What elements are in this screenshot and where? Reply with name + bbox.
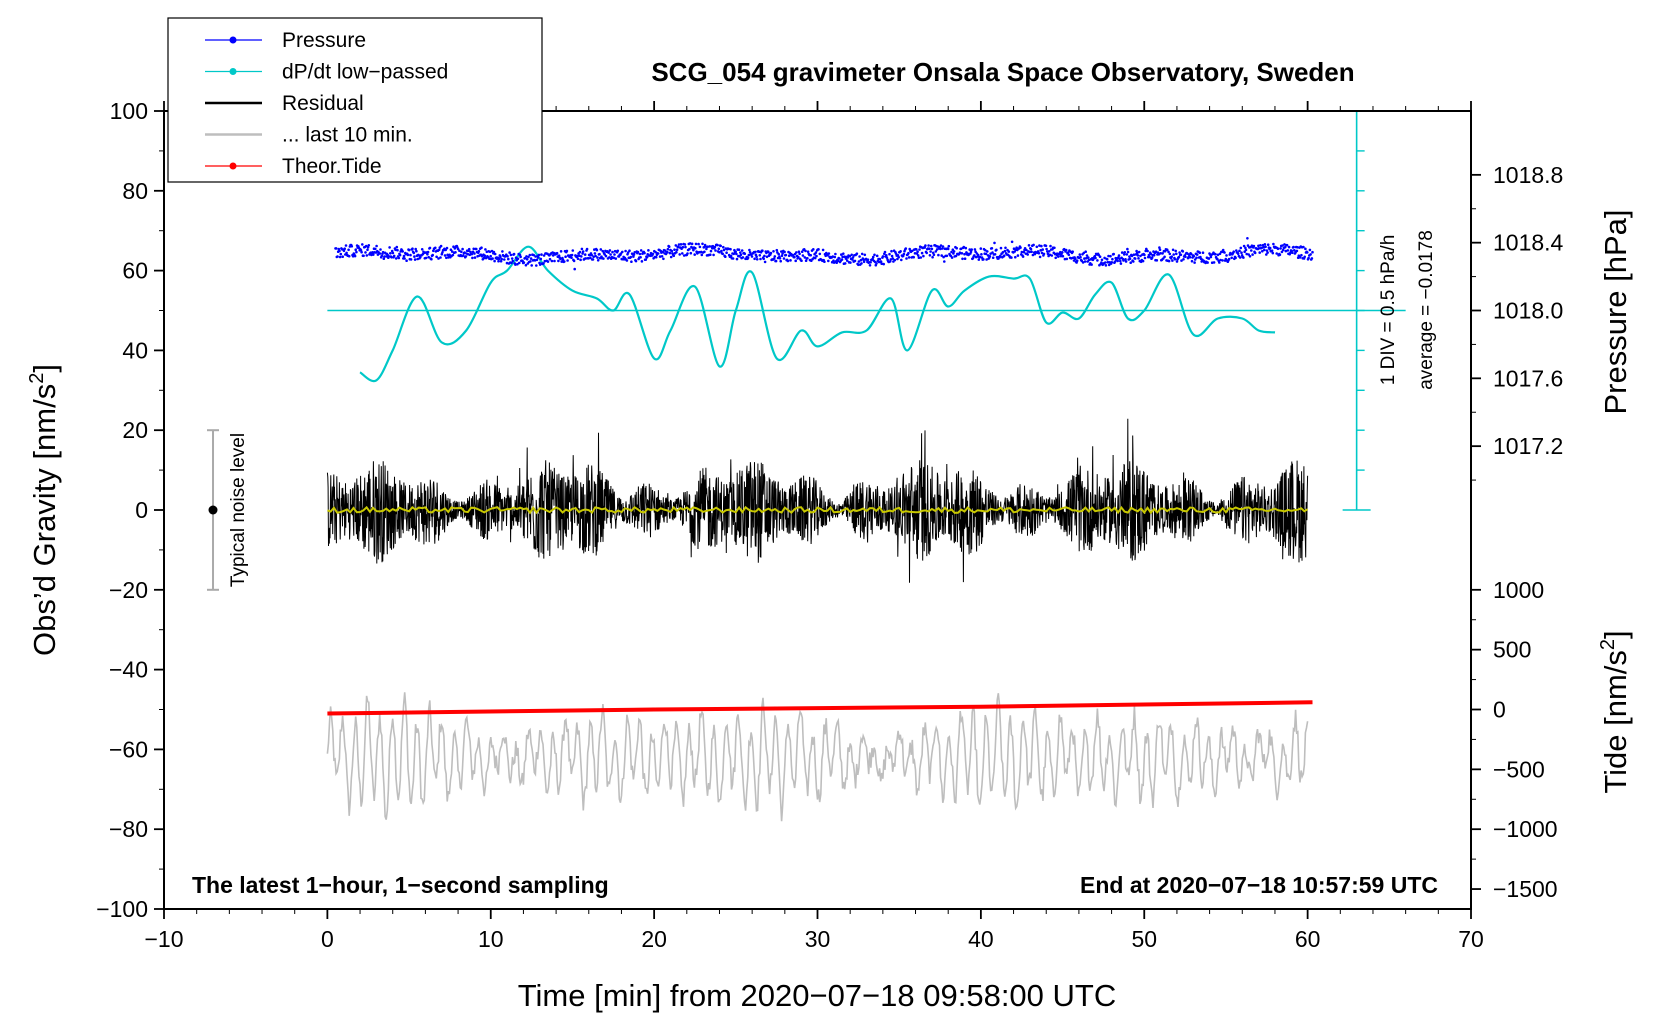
dpdt-series	[327, 245, 1406, 383]
y-tick-label: −40	[109, 657, 148, 683]
tide-tick-label: 0	[1493, 697, 1506, 723]
pressure-axis-ticks: 1017.2 1017.6 1018.0 1018.4 1018.8	[1471, 162, 1564, 481]
legend-item: ... last 10 min.	[205, 124, 413, 147]
tide-tick-label: 500	[1493, 637, 1531, 663]
y-tick-label: 100	[110, 98, 148, 124]
theoretical-tide-series	[327, 700, 1313, 716]
x-tick-label: 70	[1458, 926, 1484, 952]
x-tick-label: 20	[641, 926, 667, 952]
tide-tick-label: −1000	[1493, 816, 1558, 842]
x-tick-label: 60	[1295, 926, 1321, 952]
y-tick-label: 60	[122, 258, 148, 284]
y-axis-ticks: −100 −80 −60 −40 −20 0 20 40 60 80 100	[96, 98, 164, 922]
residual-smoothed-series	[327, 505, 1309, 515]
legend-box	[167, 17, 543, 183]
x-tick-label: 40	[968, 926, 994, 952]
pressure-series	[334, 237, 1314, 271]
tide-tick-label: −1500	[1493, 876, 1558, 902]
legend-marker	[229, 68, 237, 75]
tide-tick-label: −500	[1493, 756, 1545, 782]
pressure-tick-label: 1018.0	[1493, 298, 1563, 324]
x-tick-label: 0	[321, 926, 334, 952]
last-10-min-line	[326, 692, 1309, 822]
legend-label: Pressure	[282, 29, 366, 52]
legend-item: Residual	[205, 92, 364, 115]
theoretical-tide-line	[327, 700, 1313, 716]
x-axis-title: Time [min] from 2020−07−18 09:58:00 UTC	[518, 978, 1117, 1013]
legend-item: dP/dt low−passed	[205, 61, 448, 84]
chart-title: SCG_054 gravimeter Onsala Space Observat…	[651, 57, 1354, 87]
tide-axis-ticks: −1500 −1000 −500 0 500 1000	[1471, 577, 1558, 902]
x-tick-label: −10	[144, 926, 183, 952]
legend-label: Theor.Tide	[282, 155, 382, 178]
last-10-min-series	[326, 692, 1309, 822]
y-tick-label: −20	[109, 577, 148, 603]
residual-line	[326, 418, 1309, 583]
pressure-tick-label: 1018.8	[1493, 162, 1563, 188]
y-tick-label: −80	[109, 816, 148, 842]
pressure-axis-title: Pressure [hPa]	[1598, 209, 1633, 414]
div-scale	[1342, 110, 1371, 511]
div-note-line1: 1 DIV = 0.5 hPa/h	[1378, 235, 1399, 386]
y-tick-label: −100	[96, 896, 148, 922]
residual-series	[326, 418, 1309, 583]
pressure-tick-label: 1017.6	[1493, 365, 1563, 391]
y-tick-label: −60	[109, 736, 148, 762]
y-tick-label: 20	[122, 417, 148, 443]
residual-smoothed-line	[327, 505, 1309, 515]
legend-item: Theor.Tide	[205, 155, 382, 178]
dpdt-curve	[359, 245, 1276, 383]
legend-label: Residual	[282, 92, 364, 115]
legend-item: Pressure	[205, 29, 366, 52]
y-axis-title: Obs’d Gravity [nm/s2]	[26, 364, 62, 656]
noise-bar-dot	[208, 505, 218, 515]
y-tick-label: 40	[122, 337, 148, 363]
corner-note-left: The latest 1−hour, 1−second sampling	[192, 872, 609, 898]
x-axis-ticks: −10 0 10 20 30 40 50 60 70	[144, 101, 1484, 952]
x-tick-label: 30	[805, 926, 831, 952]
noise-level-label: Typical noise level	[228, 433, 249, 587]
pressure-tick-label: 1017.2	[1493, 433, 1563, 459]
tide-tick-label: 1000	[1493, 577, 1544, 603]
legend: Pressure dP/dt low−passed Residual ... last…	[167, 17, 543, 183]
legend-label: dP/dt low−passed	[282, 61, 448, 84]
legend-marker	[229, 162, 237, 170]
tide-axis-title: Tide [nm/s2]	[1597, 630, 1633, 793]
x-tick-label: 50	[1131, 926, 1157, 952]
pressure-dots	[334, 237, 1314, 271]
noise-level-bar	[207, 429, 220, 591]
corner-note-right: End at 2020−07−18 10:57:59 UTC	[1080, 872, 1438, 898]
x-tick-label: 10	[478, 926, 504, 952]
div-note-line2: average = −0.0178	[1416, 230, 1437, 390]
legend-label: ... last 10 min.	[282, 124, 413, 147]
y-tick-label: 80	[122, 178, 148, 204]
pressure-tick-label: 1018.4	[1493, 230, 1564, 256]
legend-marker	[229, 36, 237, 44]
y-tick-label: 0	[135, 497, 148, 523]
